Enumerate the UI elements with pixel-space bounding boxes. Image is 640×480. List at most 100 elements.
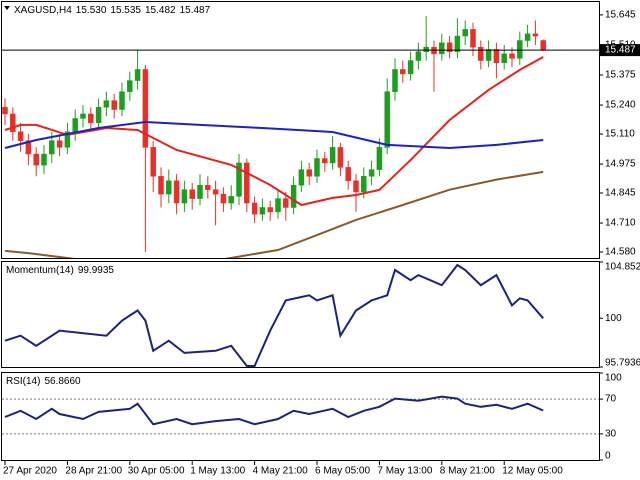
candle-body xyxy=(384,91,390,148)
x-tick-label: 1 May 13:00 xyxy=(190,466,245,477)
candle-body xyxy=(423,46,429,52)
candle-body xyxy=(10,113,16,133)
candle-body xyxy=(275,198,281,213)
candle-body xyxy=(532,33,539,37)
ohlc-value: 15.535 xyxy=(110,5,141,16)
candle-body xyxy=(322,158,328,164)
candle-body xyxy=(127,80,133,92)
candle-body xyxy=(2,107,8,115)
panel-title: RSI(14) xyxy=(6,376,40,387)
y-tick-label: 14.845 xyxy=(605,188,636,199)
moving-average xyxy=(4,120,544,150)
candle-body xyxy=(454,35,461,52)
candle-body xyxy=(56,140,63,148)
candle-body xyxy=(119,91,125,110)
candle-body xyxy=(181,189,188,204)
candle-body xyxy=(470,29,476,48)
x-tick-label: 6 May 05:00 xyxy=(315,466,370,477)
candle-body xyxy=(41,153,47,166)
candle-body xyxy=(509,53,515,59)
candle-body xyxy=(212,189,219,195)
candle-body xyxy=(49,140,55,155)
candle-body xyxy=(220,193,227,204)
indicator-value: 56.8660 xyxy=(44,376,81,387)
y-tick-label: 15.240 xyxy=(605,100,636,111)
candle-body xyxy=(329,147,336,164)
current-price-label: 15.487 xyxy=(605,45,636,56)
candle-body xyxy=(251,202,258,215)
candle-body xyxy=(283,198,289,208)
moving-average xyxy=(4,56,544,207)
ohlc-value: 15.482 xyxy=(145,5,176,16)
candle-body xyxy=(298,169,305,186)
candle-body xyxy=(197,184,203,199)
candle-body xyxy=(111,100,117,110)
candle-body xyxy=(493,49,500,64)
y-tick-label: 100 xyxy=(605,313,622,324)
main-panel-frame xyxy=(1,1,600,259)
candle-body xyxy=(228,196,234,204)
y-tick-label: 14.975 xyxy=(605,159,636,170)
candle-body xyxy=(290,184,297,208)
candle-body xyxy=(150,147,156,177)
ohlc-value: 15.530 xyxy=(76,5,107,16)
current-price-box xyxy=(600,44,640,57)
candle-body xyxy=(540,40,546,51)
menu-triangle xyxy=(4,6,10,10)
y-tick-label: 100 xyxy=(605,373,622,384)
y-tick-label: 104.8522 xyxy=(605,262,640,273)
candle-body xyxy=(158,176,164,195)
indicator-value: 99.9935 xyxy=(78,265,115,276)
candle-body xyxy=(501,53,507,64)
indicator-line xyxy=(4,395,544,426)
candle-body xyxy=(446,42,453,52)
candle-body xyxy=(524,33,531,41)
candle-body xyxy=(142,69,149,148)
candle-body xyxy=(189,189,195,199)
y-tick-label: 30 xyxy=(605,429,617,440)
candle-body xyxy=(517,40,523,59)
candle-body xyxy=(345,167,351,182)
candle-body xyxy=(259,207,266,215)
candle-body xyxy=(306,169,312,177)
candle-body xyxy=(88,113,94,124)
y-tick-label: 95.7936 xyxy=(605,358,640,369)
x-tick-label: 12 May 05:00 xyxy=(502,466,563,477)
panel-header: RSI(14) 56.8660 xyxy=(6,376,81,387)
panel-header: XAGUSD,H4 15.530 15.535 15.482 15.487 xyxy=(14,5,211,16)
candle-body xyxy=(103,100,110,108)
candle-body xyxy=(166,180,172,195)
candle-body xyxy=(95,107,102,124)
x-tick-label: 4 May 21:00 xyxy=(253,466,308,477)
moving-average xyxy=(4,170,544,258)
x-tick-label: 28 Apr 21:00 xyxy=(65,466,122,477)
y-tick-label: 0 xyxy=(605,451,611,462)
candles xyxy=(2,16,546,258)
y-tick-label: 14.580 xyxy=(605,247,636,258)
ohlc-value: 15.487 xyxy=(180,5,211,16)
candle-body xyxy=(173,180,180,204)
plot-layer: 15.64515.51015.37515.24015.11014.97514.8… xyxy=(2,5,640,477)
candle-body xyxy=(462,29,468,37)
momentum-panel-frame xyxy=(1,261,600,368)
candle-body xyxy=(368,169,375,177)
y-tick-label: 70 xyxy=(605,394,617,405)
candle-body xyxy=(64,131,71,148)
candle-body xyxy=(361,176,367,193)
candle-body xyxy=(205,184,211,190)
panel-title: XAGUSD,H4 xyxy=(14,5,72,16)
candle-body xyxy=(236,162,242,197)
candle-body xyxy=(415,51,422,61)
candle-body xyxy=(478,46,484,61)
x-tick-label: 7 May 13:00 xyxy=(377,466,432,477)
candle-body xyxy=(376,147,383,170)
panel-title: Momentum(14) xyxy=(6,265,74,276)
candle-body xyxy=(407,60,414,75)
y-tick-label: 14.710 xyxy=(605,218,636,229)
candle-body xyxy=(25,140,32,155)
candle-body xyxy=(314,158,320,177)
y-tick-label: 15.645 xyxy=(605,10,636,21)
panel-header: Momentum(14) 99.9935 xyxy=(6,265,114,276)
